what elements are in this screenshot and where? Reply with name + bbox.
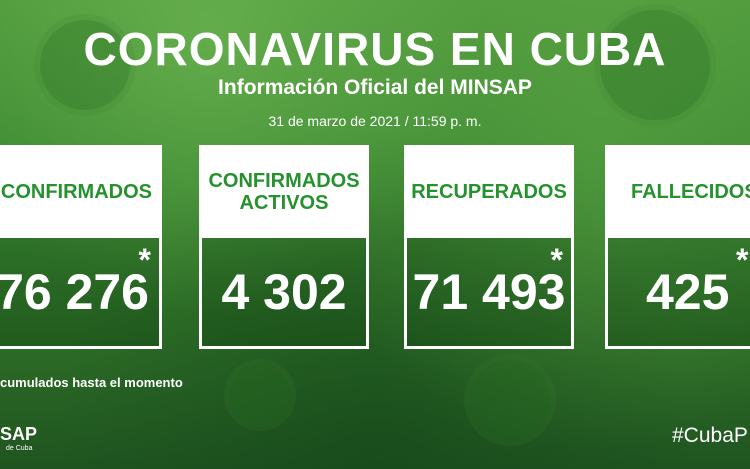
card-recuperados: RECUPERADOS 71 493 * bbox=[404, 145, 574, 349]
minsap-logo-subtext: de Cuba bbox=[6, 445, 33, 452]
footnote: cumulados hasta el momento bbox=[0, 375, 183, 390]
card-value-box: 4 302 bbox=[199, 238, 369, 349]
card-value-box: 76 276 * bbox=[0, 238, 162, 349]
minsap-logo: SAP bbox=[0, 424, 38, 444]
card-confirmados-activos: CONFIRMADOS ACTIVOS 4 302 bbox=[199, 145, 369, 349]
virus-icon bbox=[40, 20, 130, 110]
card-confirmados: CONFIRMADOS 76 276 * bbox=[0, 145, 162, 349]
asterisk-marker: * bbox=[736, 242, 749, 278]
card-value: 76 276 bbox=[0, 264, 149, 320]
report-date: 31 de marzo de 2021 / 11:59 p. m. bbox=[268, 113, 482, 129]
card-value-box: 425 * bbox=[605, 238, 750, 349]
virus-icon bbox=[600, 10, 710, 120]
asterisk-marker: * bbox=[550, 242, 563, 278]
asterisk-marker: * bbox=[138, 242, 151, 278]
virus-icon bbox=[230, 365, 290, 425]
card-label: RECUPERADOS bbox=[404, 145, 574, 238]
card-value: 4 302 bbox=[221, 264, 347, 320]
card-label: CONFIRMADOS ACTIVOS bbox=[199, 145, 369, 238]
page-title: CORONAVIRUS EN CUBA bbox=[83, 23, 667, 75]
card-value: 425 bbox=[646, 264, 730, 320]
hashtag: #CubaP bbox=[672, 424, 748, 447]
card-value: 71 493 bbox=[412, 264, 566, 320]
page-subtitle: Información Oficial del MINSAP bbox=[218, 76, 532, 99]
virus-icon bbox=[470, 360, 550, 440]
card-value-box: 71 493 * bbox=[404, 238, 574, 349]
card-fallecidos: FALLECIDOS 425 * bbox=[605, 145, 750, 349]
card-label: FALLECIDOS bbox=[605, 145, 750, 238]
card-label: CONFIRMADOS bbox=[0, 145, 162, 238]
